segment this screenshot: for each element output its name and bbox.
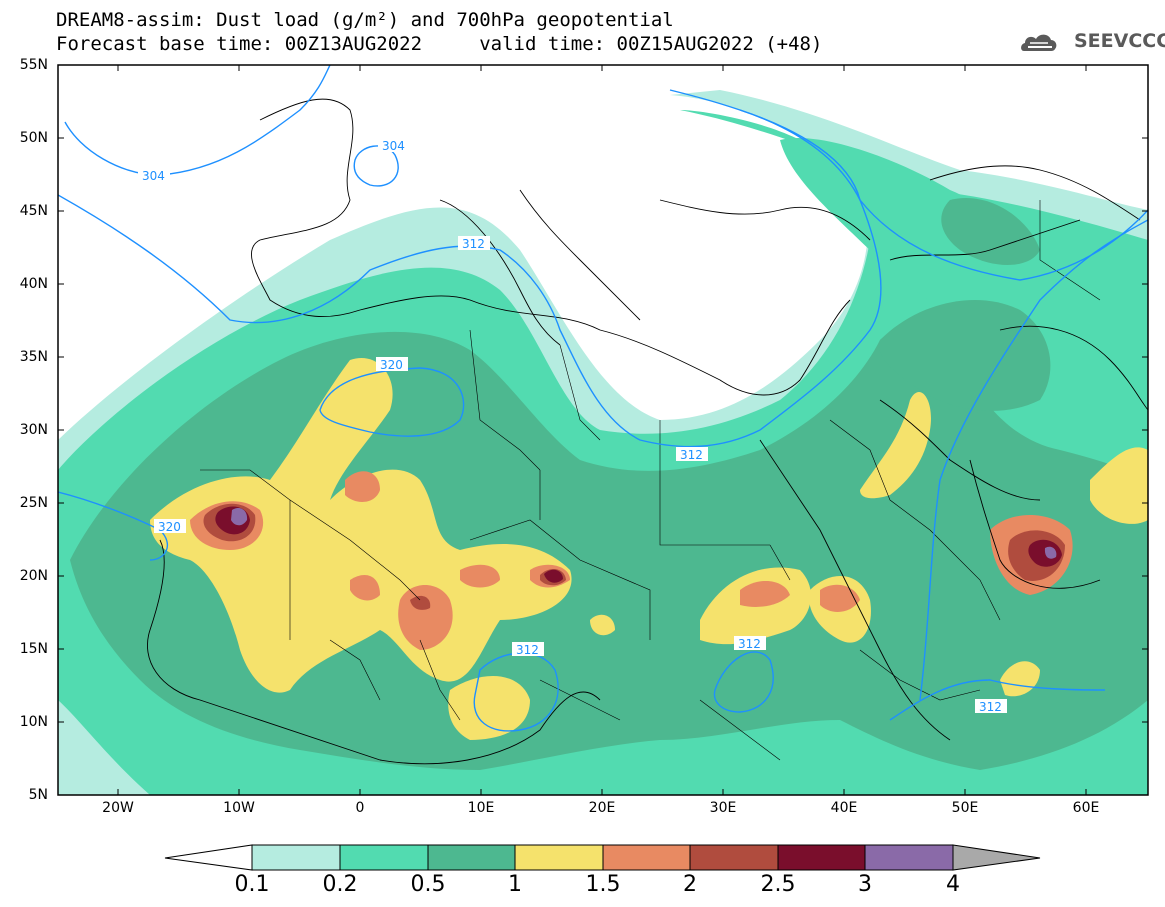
coastlines: [147, 98, 1148, 765]
colorbar-label: 2: [683, 872, 697, 897]
colorbar-bin: [514, 844, 604, 871]
lon-label: 10W: [223, 800, 255, 816]
lat-label: 45N: [19, 203, 48, 219]
contour-label: 312: [738, 637, 761, 651]
lon-label: 50E: [951, 800, 979, 816]
logo-text: SEEVCCC: [1074, 30, 1165, 52]
contour-label: 304: [382, 139, 405, 153]
map-subtitle: Forecast base time: 00Z13AUG2022 valid t…: [56, 33, 823, 55]
lat-label: 15N: [19, 641, 48, 657]
lat-label: 50N: [19, 130, 48, 146]
lon-label: 40E: [830, 800, 858, 816]
lon-label: 60E: [1072, 800, 1100, 816]
colorbar-label: 1.5: [585, 872, 621, 897]
lat-label: 20N: [19, 568, 48, 584]
lat-label: 35N: [19, 349, 48, 365]
colorbar-label: 4: [946, 872, 960, 897]
contour-label: 304: [142, 169, 165, 183]
contour-label: 312: [462, 237, 485, 251]
lon-label: 0: [355, 800, 365, 816]
contour-label: 312: [680, 448, 703, 462]
colorbar-bin: [864, 844, 954, 871]
lon-label: 20E: [588, 800, 616, 816]
colorbar-bin: [251, 844, 341, 871]
lat-label: 30N: [19, 422, 48, 438]
colorbar-arrow-left: [164, 844, 253, 871]
colorbar-label: 0.5: [410, 872, 446, 897]
contour-label: 320: [158, 520, 181, 534]
dust-layer-3: [231, 508, 1057, 559]
lat-label: 25N: [19, 495, 48, 511]
cloud-icon: [1021, 34, 1057, 51]
colorbar-bin: [777, 844, 866, 871]
colorbar-label: 3: [858, 872, 872, 897]
lat-label: 10N: [19, 714, 48, 730]
colorbar-label: 0.1: [234, 872, 270, 897]
colorbar-label: 2.5: [760, 872, 796, 897]
colorbar-label: 1: [508, 872, 522, 897]
map-title: DREAM8-assim: Dust load (g/m²) and 700hP…: [56, 9, 674, 31]
lat-label: 55N: [19, 57, 48, 73]
geopotential-contours: [58, 65, 1148, 732]
lon-label: 20W: [102, 800, 134, 816]
contour-label: 320: [380, 358, 403, 372]
country-borders: [200, 200, 1101, 761]
lon-ticks: [117, 65, 1087, 795]
colorbar-label: 0.2: [322, 872, 358, 897]
contour-label: 312: [979, 700, 1002, 714]
colorbar-bin: [427, 844, 516, 871]
lon-label: 30E: [709, 800, 737, 816]
colorbar: [164, 844, 1041, 871]
lat-label: 40N: [19, 276, 48, 292]
colorbar-bin: [602, 844, 691, 871]
colorbar-bin: [339, 844, 429, 871]
lat-ticks: [58, 64, 1148, 796]
colorbar-arrow-right: [952, 844, 1041, 871]
colorbar-bin: [689, 844, 779, 871]
lat-label: 5N: [28, 787, 48, 803]
lon-label: 10E: [467, 800, 495, 816]
contour-label: 312: [516, 643, 539, 657]
contour-labels: 304 304 312 320 312 320 312 312 312: [138, 138, 1007, 714]
